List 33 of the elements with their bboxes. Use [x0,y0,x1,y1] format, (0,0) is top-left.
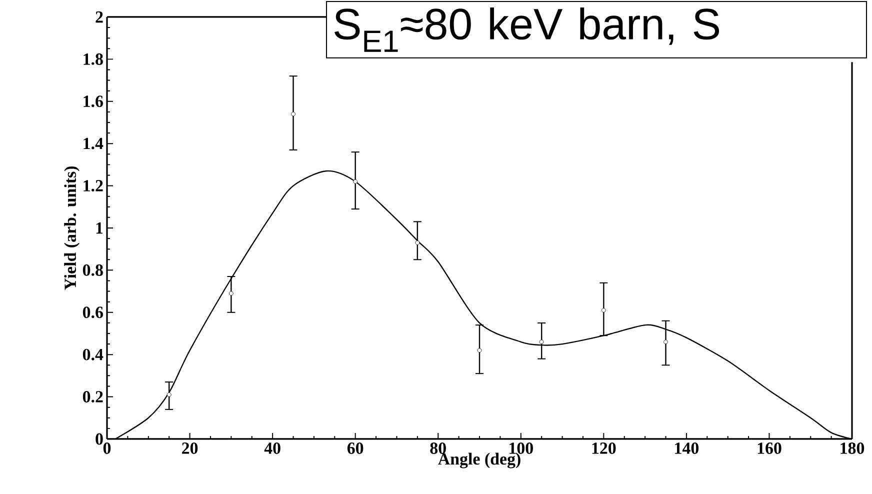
x-tick-label: 160 [758,442,782,454]
x-tick-label: 180 [840,442,864,454]
x-axis-title: Angle (deg) [438,452,520,468]
x-tick-label: 20 [182,442,198,454]
y-tick-label: 1.2 [84,180,103,192]
point [539,340,544,344]
y-tick-label: 0.2 [82,391,103,403]
point [477,348,482,353]
x-tick-label: 40 [264,442,280,454]
y-tick-label: 2 [96,11,103,23]
point [353,179,358,184]
x-tick-label: 80 [430,442,446,454]
y-tick-label: 0.8 [82,264,103,276]
y-tick-label: 1 [96,222,103,234]
y-axis-title: Yield (arb. units) [64,166,80,290]
x-tick-label: 140 [675,442,699,454]
point [664,340,668,344]
y-tick-label: 0 [96,433,103,445]
point [291,112,296,116]
y-tick-label: 0.6 [82,306,103,318]
point [228,291,234,296]
y-tick-label: 1.4 [84,138,104,150]
x-tick-label: 100 [510,442,533,454]
y-tick-label: 0.4 [82,348,104,360]
point [415,240,420,245]
y-tick-label: 1.6 [84,96,103,108]
x-tick-label: 0 [103,442,111,454]
point [601,308,606,312]
x-tick-label: 120 [592,442,616,454]
x-tick-label: 60 [347,442,364,454]
point [166,392,172,397]
y-tick-label: 1.8 [84,53,103,65]
annotation: S$_{E1}$≈80 keV barn, S [334,7,720,52]
